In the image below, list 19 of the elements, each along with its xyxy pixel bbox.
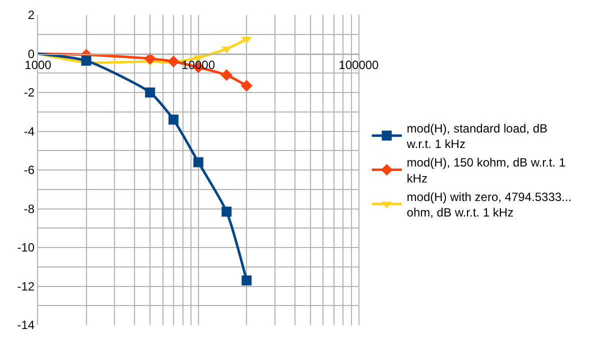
x-tick-label: 100000 <box>338 58 380 72</box>
point <box>144 52 156 64</box>
x-tick-label: 1000 <box>24 58 52 72</box>
y-tick-label: -2 <box>24 86 35 100</box>
legend-label: mod(H) with zero, 4794.5333... ohm, dB w.r.t. 1 kHz <box>406 190 572 220</box>
y-tick-label: 2 <box>28 8 35 22</box>
y-tick-label: -12 <box>17 279 35 294</box>
point <box>242 275 252 286</box>
y-tick-label: -6 <box>24 163 35 178</box>
point <box>168 56 180 68</box>
point <box>240 80 252 92</box>
y-tick-label: 0 <box>28 46 35 61</box>
y-tick-label: -14 <box>17 318 35 332</box>
y-tick-label: -10 <box>17 240 35 255</box>
y-tick-label: -4 <box>24 124 35 138</box>
point <box>145 88 156 98</box>
point <box>168 114 179 125</box>
y-tick-label: -8 <box>24 202 35 216</box>
point <box>193 157 204 168</box>
